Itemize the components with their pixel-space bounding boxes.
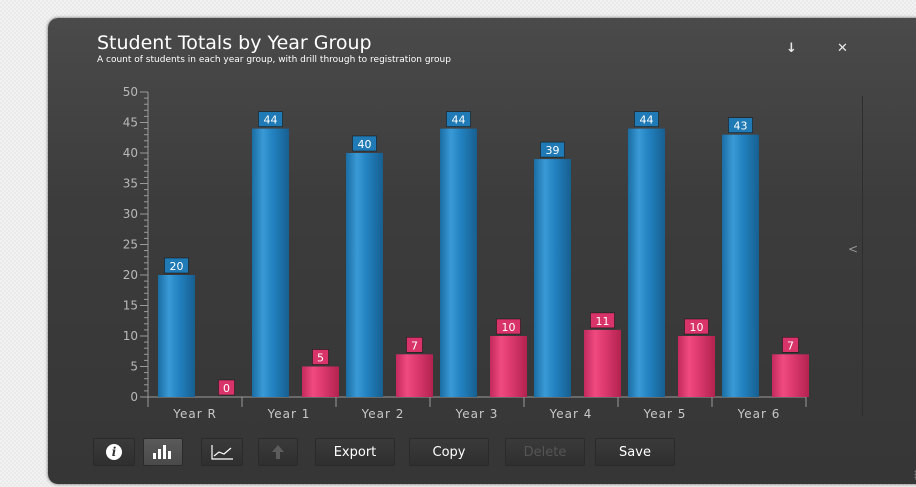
bar (772, 354, 809, 397)
bar (302, 367, 339, 398)
y-tick-label: 45 (123, 116, 138, 130)
x-category-label: Year 1 (267, 407, 311, 421)
bar (678, 336, 715, 397)
bar (534, 159, 571, 397)
x-category-label: Year 4 (549, 407, 593, 421)
x-category-label: Year 2 (361, 407, 405, 421)
bar (584, 330, 621, 397)
y-tick-label: 10 (123, 329, 138, 343)
data-label: 44 (640, 114, 654, 127)
data-label: 10 (502, 321, 516, 334)
bar (158, 275, 195, 397)
export-button[interactable]: Export (315, 438, 395, 466)
chevron-left-icon[interactable]: < (848, 242, 858, 256)
y-tick-label: 30 (123, 207, 138, 221)
x-category-label: Year R (172, 407, 217, 421)
info-button[interactable]: i (93, 438, 135, 466)
side-panel-divider (862, 96, 863, 416)
data-label: 7 (787, 339, 794, 352)
line-chart-view-button[interactable] (201, 438, 243, 466)
x-category-label: Year 6 (737, 407, 781, 421)
drill-up-button[interactable] (258, 438, 298, 466)
data-label: 39 (546, 144, 560, 157)
bar-chart-view-button[interactable] (143, 438, 183, 466)
data-label: 44 (452, 114, 466, 127)
y-tick-label: 50 (123, 85, 138, 99)
copy-button[interactable]: Copy (409, 438, 489, 466)
info-icon: i (106, 444, 122, 460)
data-label: 10 (690, 321, 704, 334)
bar (722, 135, 759, 397)
data-label: 7 (411, 339, 418, 352)
bar (628, 129, 665, 397)
save-button[interactable]: Save (595, 438, 675, 466)
data-label: 5 (317, 352, 324, 365)
bar-chart-icon (152, 445, 174, 459)
data-label: 43 (734, 120, 748, 133)
data-label: 0 (223, 382, 230, 395)
bar (440, 129, 477, 397)
line-chart-icon (210, 444, 234, 460)
y-tick-label: 0 (130, 390, 138, 404)
data-label: 20 (170, 260, 184, 273)
bar (252, 129, 289, 397)
x-category-label: Year 5 (643, 407, 687, 421)
y-tick-label: 5 (130, 360, 138, 374)
y-tick-label: 40 (123, 146, 138, 160)
y-tick-label: 25 (123, 238, 138, 252)
data-label: 44 (264, 114, 278, 127)
delete-button[interactable]: Delete (505, 438, 585, 466)
y-tick-label: 35 (123, 177, 138, 191)
y-tick-label: 15 (123, 299, 138, 313)
y-tick-label: 20 (123, 268, 138, 282)
x-category-label: Year 3 (455, 407, 499, 421)
data-label: 40 (358, 138, 372, 151)
chart-widget-panel: Student Totals by Year Group A count of … (48, 18, 916, 484)
bar (396, 354, 433, 397)
arrow-up-icon (271, 444, 285, 460)
bar (490, 336, 527, 397)
data-label: 11 (596, 315, 610, 328)
bar (346, 153, 383, 397)
close-icon[interactable]: ✕ (837, 42, 848, 56)
